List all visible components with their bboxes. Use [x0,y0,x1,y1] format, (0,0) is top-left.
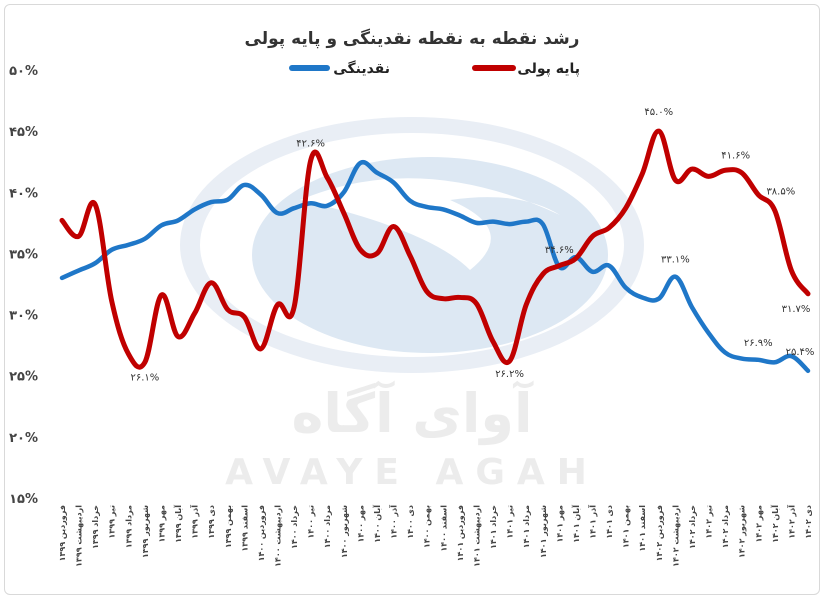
data-label: ۲۶.۱% [130,372,159,383]
y-tick-label: ۴۰% [9,186,38,201]
x-tick-label: آبان ۱۴۰۰ [372,505,382,543]
x-tick-label: فروردین ۱۴۰۲ [655,505,664,561]
watermark: آوای آگاه AVAYE AGAH [180,117,644,493]
x-tick-label: خرداد ۱۴۰۰ [290,505,299,549]
y-tick-label: ۳۰% [9,309,38,324]
x-tick-label: بهمن ۱۴۰۱ [622,505,631,548]
y-tick-label: ۳۵% [9,247,38,262]
x-tick-label: شهریور ۱۴۰۲ [738,505,747,558]
x-tick-label: اردیبهشت ۱۴۰۰ [274,505,283,567]
x-tick-label: اسفند ۱۳۹۹ [240,505,249,552]
x-tick-label: اردیبهشت ۱۳۹۹ [75,505,84,567]
x-tick-label: بهمن ۱۳۹۹ [224,505,233,548]
x-axis: فروردین ۱۳۹۹ اردیبهشت ۱۳۹۹ خرداد ۱۳۹۹ تیر ۱… [58,505,813,567]
x-tick-label: مهر ۱۴۰۱ [555,505,564,543]
x-tick-label: مرداد ۱۴۰۱ [522,505,531,548]
y-tick-label: ۱۵% [9,492,38,507]
x-tick-label: شهریور ۱۳۹۹ [141,505,150,558]
x-tick-label: اسفند ۱۴۰۱ [638,505,647,552]
data-label: ۳۱.۷% [782,304,811,315]
x-tick-label: دی ۱۳۹۹ [207,505,216,539]
x-tick-label: فروردین ۱۴۰۰ [257,505,266,561]
x-tick-label: مهر ۱۳۹۹ [157,505,166,543]
x-tick-label: فروردین ۱۴۰۱ [456,505,465,561]
y-tick-label: ۲۰% [9,431,38,446]
x-tick-label: آذر ۱۳۹۹ [190,505,200,539]
x-tick-label: خرداد ۱۳۹۹ [91,505,100,549]
watermark-logo-swoosh [300,178,560,270]
monetary-base-line [59,128,811,370]
x-tick-label: تیر ۱۴۰۲ [705,505,714,539]
x-tick-label: اردیبهشت ۱۴۰۱ [472,505,481,567]
x-tick-label: مهر ۱۴۰۲ [754,505,763,543]
y-tick-label: ۴۵% [9,125,38,140]
x-tick-label: مرداد ۱۴۰۲ [721,505,730,548]
liquidity-line [59,159,811,374]
legend: پایه پولی نقدینگی [289,60,580,77]
watermark-latin: AVAYE AGAH [225,452,599,493]
x-tick-label: شهریور ۱۴۰۰ [340,505,349,558]
x-tick-label: مهر ۱۴۰۰ [356,505,365,543]
x-tick-label: تیر ۱۳۹۹ [108,505,117,539]
x-tick-label: دی ۱۴۰۱ [605,505,614,539]
data-label: ۲۶.۲% [495,369,524,380]
x-tick-label: دی ۱۴۰۲ [804,505,813,539]
data-labels: ۳۴.۶% ۳۳.۱% ۲۶.۹% ۲۵.۴% ۲۶.۱% ۴۲.۶% ۲۶.۲% ۴۵.۰%… [130,107,814,383]
x-tick-label: آذر ۱۴۰۱ [587,505,597,539]
x-tick-label: آبان ۱۴۰۱ [571,505,581,543]
x-tick-label: بهمن ۱۴۰۰ [423,505,432,548]
x-tick-label: تیر ۱۴۰۰ [307,505,316,539]
data-label: ۳۳.۱% [661,255,690,266]
x-tick-label: شهریور ۱۴۰۱ [539,505,548,558]
chart-title: رشد نقطه به نقطه نقدینگی و پایه پولی [245,28,580,49]
x-tick-label: اسفند ۱۴۰۰ [439,505,448,552]
data-label: ۴۵.۰% [644,107,673,118]
watermark-persian: آوای آگاه [292,380,534,445]
data-label: ۴۲.۶% [296,138,325,149]
x-tick-label: خرداد ۱۴۰۱ [489,505,498,549]
x-tick-label: آذر ۱۴۰۲ [786,505,796,539]
x-tick-label: آبان ۱۴۰۲ [770,505,780,543]
x-tick-label: دی ۱۴۰۰ [406,505,415,539]
x-tick-label: فروردین ۱۳۹۹ [58,505,67,561]
data-label: ۲۶.۹% [744,338,773,349]
x-tick-label: آذر ۱۴۰۰ [389,505,399,539]
y-axis: ۱۵% ۲۰% ۲۵% ۳۰% ۳۵% ۴۰% ۴۵% ۵۰% [9,64,38,507]
legend-label-liquidity: نقدینگی [333,60,390,77]
data-label: ۳۸.۵% [766,187,795,198]
series-layer [59,128,811,374]
y-tick-label: ۲۵% [9,370,38,385]
data-label: ۴۱.۶% [721,151,750,162]
data-label: ۲۵.۴% [786,347,815,358]
x-tick-label: اردیبهشت ۱۴۰۲ [671,505,680,567]
x-tick-label: مرداد ۱۴۰۰ [323,505,332,548]
x-tick-label: خرداد ۱۴۰۲ [688,505,697,549]
x-tick-label: مرداد ۱۳۹۹ [124,505,133,548]
x-tick-label: آبان ۱۳۹۹ [173,505,183,543]
y-tick-label: ۵۰% [9,64,38,79]
data-label: ۳۴.۶% [545,245,574,256]
x-tick-label: تیر ۱۴۰۱ [506,505,515,539]
legend-label-monetary-base: پایه پولی [517,61,580,77]
